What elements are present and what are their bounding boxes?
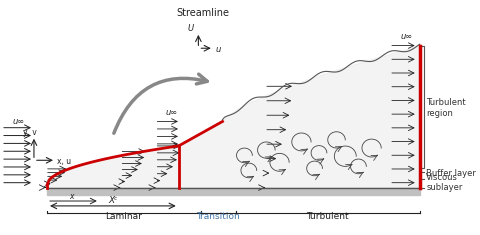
Text: Turbulent
region: Turbulent region: [426, 98, 466, 118]
Text: U: U: [187, 24, 193, 33]
Text: u∞: u∞: [400, 32, 413, 41]
Text: Turbulent: Turbulent: [306, 212, 349, 221]
Text: Laminar: Laminar: [106, 212, 142, 221]
Text: y, v: y, v: [23, 128, 37, 137]
Text: Streamline: Streamline: [176, 8, 229, 18]
Text: u: u: [215, 44, 220, 54]
Text: x: x: [69, 192, 73, 201]
Bar: [47, 188, 420, 195]
Text: Xᶜ: Xᶜ: [108, 196, 118, 205]
Text: u∞: u∞: [12, 117, 25, 126]
Text: x, u: x, u: [57, 157, 71, 166]
Text: u∞: u∞: [166, 108, 178, 117]
Text: Transition: Transition: [196, 212, 240, 221]
Text: Viscous
sublayer: Viscous sublayer: [426, 172, 463, 192]
Text: Buffer layer: Buffer layer: [426, 169, 476, 178]
